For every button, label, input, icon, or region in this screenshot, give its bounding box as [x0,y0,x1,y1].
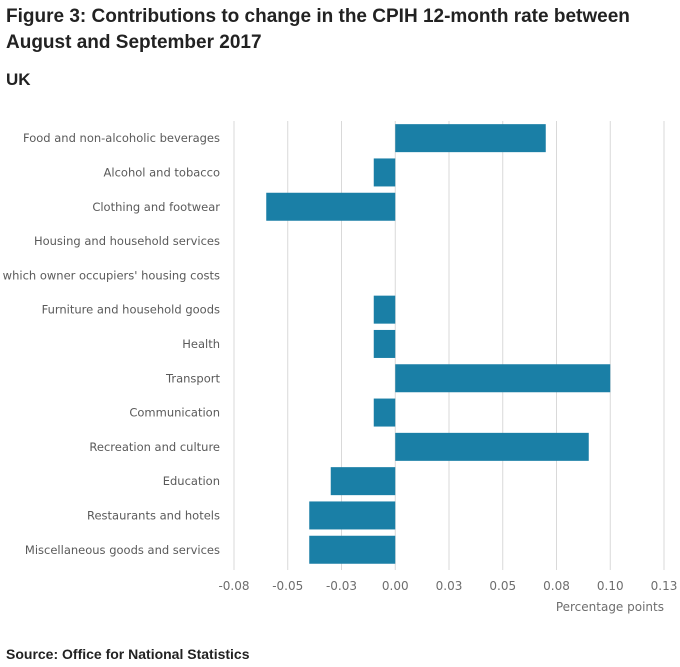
bar [309,535,396,564]
category-label: Communication [129,406,220,420]
category-label: Miscellaneous goods and services [25,543,220,557]
bar [330,467,396,496]
chart-title: Figure 3: Contributions to change in the… [6,6,630,53]
x-tick-label: 0.10 [597,579,624,593]
x-tick-labels: -0.08 -0.05 -0.03 0.00 0.03 0.05 0.08 0.10 0.13 [218,579,677,593]
x-tick-label: 0.00 [382,579,409,593]
chart-subtitle: UK [6,70,31,89]
bar [373,398,396,427]
category-labels: Food and non-alcoholic beverages Alcohol … [0,131,220,557]
category-label: of which owner occupiers' housing costs [0,268,220,282]
bar [373,295,396,324]
bar [395,432,589,461]
x-tick-label: 0.08 [543,579,570,593]
x-axis-label: Percentage points [556,600,664,614]
x-tick-label: 0.05 [489,579,516,593]
x-tick-label: -0.08 [218,579,249,593]
bar [395,364,611,393]
bar [309,501,396,530]
category-label: Transport [165,371,220,385]
source-note: Source: Office for National Statistics [6,646,250,662]
category-label: Restaurants and hotels [87,508,220,522]
x-tick-label: -0.05 [272,579,303,593]
category-label: Housing and household services [34,234,220,248]
category-label: Furniture and household goods [42,303,220,317]
bar [373,158,396,187]
x-tick-label: 0.03 [436,579,463,593]
bars [266,124,611,564]
category-label: Food and non-alcoholic beverages [23,131,220,145]
category-label: Health [182,337,220,351]
category-label: Clothing and footwear [92,200,220,214]
category-label: Recreation and culture [89,440,220,454]
bar [395,124,546,153]
gridlines [233,121,665,570]
bar-chart: Food and non-alcoholic beverages Alcohol … [0,121,677,614]
bar [266,192,396,221]
bar [373,329,396,358]
x-tick-label: 0.13 [651,579,678,593]
x-tick-label: -0.03 [326,579,357,593]
category-label: Education [163,474,220,488]
category-label: Alcohol and tobacco [104,165,220,179]
